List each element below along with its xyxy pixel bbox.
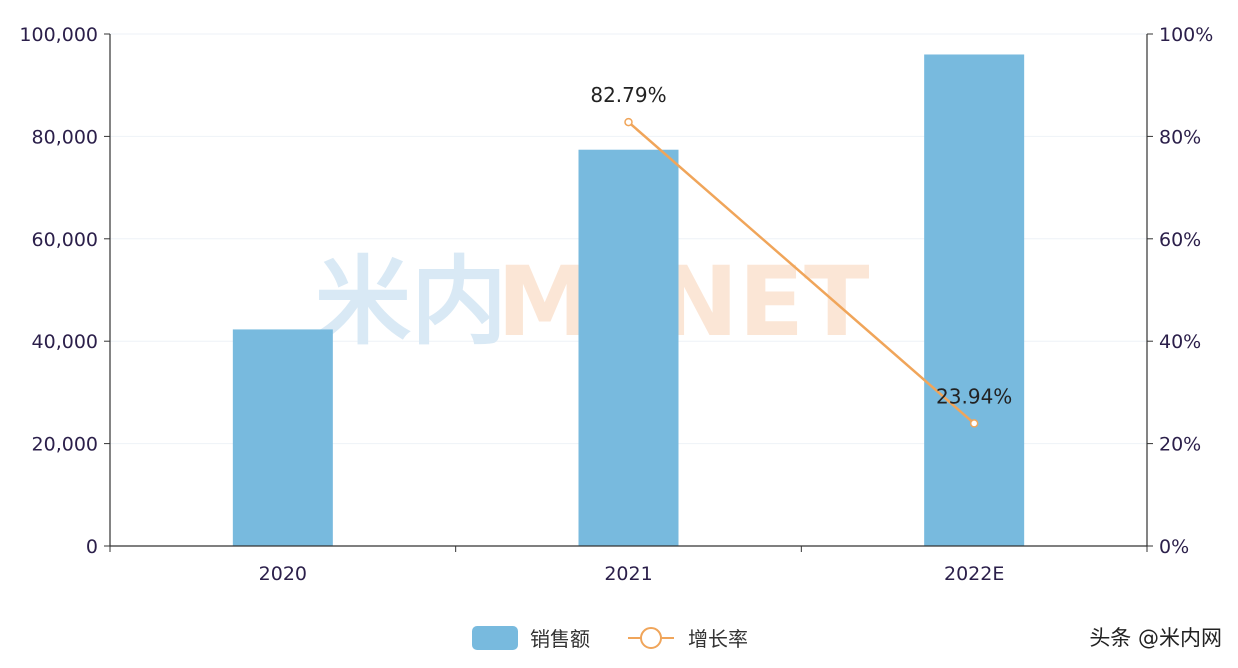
x-tick-label: 2020 bbox=[259, 563, 307, 585]
right-tick-label: 100% bbox=[1159, 24, 1213, 46]
watermark: 米内 MENET bbox=[315, 246, 870, 358]
legend-label-line: 增长率 bbox=[688, 627, 748, 651]
legend-swatch-bar bbox=[472, 626, 518, 650]
right-tick-label: 0% bbox=[1159, 536, 1189, 558]
bar-2021 bbox=[578, 149, 679, 546]
left-tick-label: 60,000 bbox=[32, 229, 98, 251]
left-tick-label: 0 bbox=[86, 536, 98, 558]
growth-data-label: 82.79% bbox=[590, 83, 666, 107]
data-labels: 82.79% 23.94% bbox=[590, 83, 1012, 408]
bar-2022E bbox=[924, 54, 1025, 546]
x-tick-label: 2021 bbox=[604, 563, 652, 585]
left-tick-label: 80,000 bbox=[32, 126, 98, 148]
growth-point bbox=[969, 419, 979, 428]
growth-line bbox=[627, 121, 975, 425]
source-watermark: 头条 @米内网 bbox=[1089, 626, 1222, 650]
right-tick-label: 60% bbox=[1159, 229, 1201, 251]
left-tick-label: 40,000 bbox=[32, 331, 98, 353]
x-tick-label: 2022E bbox=[944, 563, 1004, 585]
growth-data-label: 23.94% bbox=[936, 384, 1012, 408]
right-tick-label: 40% bbox=[1159, 331, 1201, 353]
right-tick-label: 80% bbox=[1159, 126, 1201, 148]
right-tick-label: 20% bbox=[1159, 434, 1201, 456]
watermark-cn: 米内 bbox=[315, 246, 507, 358]
watermark-en: MENET bbox=[497, 246, 870, 358]
line-series bbox=[624, 117, 979, 428]
axes: 0 20,000 40,000 60,000 80,000 100,000 0% 20% 40%… bbox=[19, 24, 1213, 585]
bar-2020 bbox=[232, 329, 333, 546]
bar-series bbox=[232, 54, 1025, 546]
legend-label-bar: 销售额 bbox=[530, 627, 590, 651]
legend-swatch-marker bbox=[640, 627, 662, 649]
left-tick-label: 100,000 bbox=[19, 24, 98, 46]
legend: 销售额 增长率 bbox=[472, 626, 748, 651]
left-tick-label: 20,000 bbox=[32, 434, 98, 456]
growth-point bbox=[624, 117, 633, 127]
